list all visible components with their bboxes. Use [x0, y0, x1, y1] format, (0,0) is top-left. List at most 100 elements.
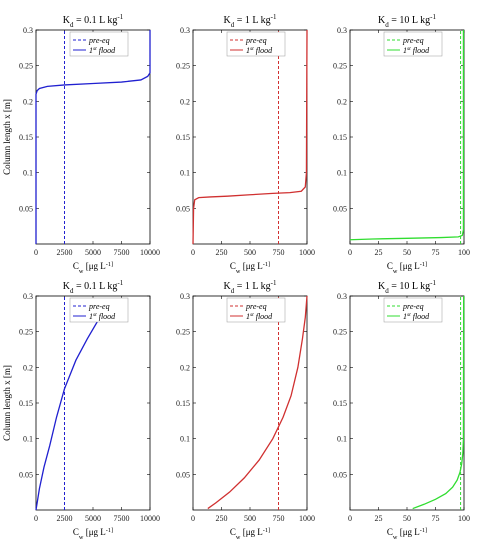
x-tick-label: 10000 [140, 248, 160, 257]
y-tick-label: 0.25 [19, 62, 33, 71]
legend-box [69, 297, 129, 323]
legend-box [226, 297, 286, 323]
axes-box [349, 295, 465, 511]
x-tick-label: 1000 [299, 514, 315, 523]
x-axis-label: Cw [μg L-1] [73, 261, 113, 275]
legend-label: 1st flood [89, 46, 116, 55]
legend-label: 1st flood [246, 46, 273, 55]
y-axis-label: Column length x [m] [2, 99, 12, 175]
y-tick-label: 0.15 [333, 399, 347, 408]
series-1st-flood [35, 299, 112, 511]
y-tick-label: 0.3 [337, 26, 347, 35]
y-tick-label: 0.05 [19, 470, 33, 479]
y-tick-label: 0.2 [337, 363, 347, 372]
x-tick-label: 0 [348, 248, 352, 257]
x-axis-label: Cw [μg L-1] [73, 527, 113, 541]
series-1st-flood [207, 295, 308, 510]
subplot-title: Kd = 1 L kg-1 [224, 13, 277, 29]
x-tick-label: 2500 [57, 514, 73, 523]
x-tick-label: 0 [191, 248, 195, 257]
x-tick-label: 5000 [85, 514, 101, 523]
y-tick-label: 0.25 [176, 328, 190, 337]
y-tick-label: 0.05 [333, 204, 347, 213]
legend-label: pre-eq [245, 36, 267, 45]
y-tick-label: 0.2 [180, 97, 190, 106]
x-tick-label: 0 [191, 514, 195, 523]
y-tick-label: 0.1 [180, 169, 190, 178]
series-1st-flood [349, 30, 465, 241]
x-tick-label: 75 [432, 514, 440, 523]
y-tick-label: 0.05 [176, 204, 190, 213]
x-tick-label: 25 [375, 248, 383, 257]
x-axis-label: Cw [μg L-1] [230, 527, 270, 541]
x-tick-label: 2500 [57, 248, 73, 257]
x-tick-label: 75 [432, 248, 440, 257]
y-tick-label: 0.25 [333, 62, 347, 71]
y-tick-label: 0.3 [180, 26, 190, 35]
y-tick-label: 0.15 [333, 133, 347, 142]
legend-box [226, 31, 286, 57]
axes-box [192, 29, 308, 245]
subplot-title: Kd = 0.1 L kg-1 [63, 13, 124, 29]
x-tick-label: 750 [273, 248, 285, 257]
x-tick-label: 250 [216, 514, 228, 523]
subplot-6: 0 25 50 75 100 0.05 0.1 0.15 0.2 0.25 0.3 Kd = 10 L… [333, 279, 470, 541]
x-tick-label: 25 [375, 514, 383, 523]
x-axis-label: Cw [μg L-1] [230, 261, 270, 275]
x-tick-label: 750 [273, 514, 285, 523]
legend-box [383, 31, 443, 57]
x-tick-label: 7500 [114, 514, 130, 523]
y-tick-label: 0.1 [23, 435, 33, 444]
y-tick-label: 0.25 [19, 328, 33, 337]
y-tick-label: 0.2 [180, 363, 190, 372]
legend-label: 1st flood [403, 46, 430, 55]
y-axis-label: Column length x [m] [2, 365, 12, 441]
y-tick-label: 0.15 [19, 133, 33, 142]
y-tick-label: 0.1 [337, 435, 347, 444]
legend-box [383, 297, 443, 323]
axes-box [192, 295, 308, 511]
x-tick-label: 100 [458, 248, 470, 257]
series-1st-flood [192, 29, 308, 245]
y-tick-label: 0.1 [180, 435, 190, 444]
y-tick-label: 0.15 [19, 399, 33, 408]
subplot-title: Kd = 10 L kg-1 [378, 13, 436, 29]
y-tick-label: 0.3 [180, 292, 190, 301]
y-tick-label: 0.3 [23, 292, 33, 301]
x-tick-label: 500 [244, 248, 256, 257]
subplot-title: Kd = 1 L kg-1 [224, 279, 277, 295]
subplot-title: Kd = 0.1 L kg-1 [63, 279, 124, 295]
legend-label: pre-eq [88, 302, 110, 311]
y-tick-label: 0.05 [176, 470, 190, 479]
axes-box [35, 29, 151, 245]
y-tick-label: 0.2 [23, 363, 33, 372]
x-tick-label: 50 [403, 514, 411, 523]
x-tick-label: 0 [34, 248, 38, 257]
subplot-1: 0 2500 5000 7500 10000 0.05 0.1 0.15 0.2 0.25 0.3 K… [2, 13, 160, 275]
x-tick-label: 250 [216, 248, 228, 257]
subplot-3: 0 25 50 75 100 0.05 0.1 0.15 0.2 0.25 0.3 Kd = 10 L… [333, 13, 470, 275]
y-tick-label: 0.1 [23, 169, 33, 178]
y-tick-label: 0.25 [333, 328, 347, 337]
y-tick-label: 0.3 [23, 26, 33, 35]
x-tick-label: 100 [458, 514, 470, 523]
y-tick-label: 0.05 [333, 470, 347, 479]
legend-label: 1st flood [403, 312, 430, 321]
y-tick-label: 0.05 [19, 204, 33, 213]
legend-label: pre-eq [245, 302, 267, 311]
x-axis-label: Cw [μg L-1] [387, 527, 427, 541]
y-tick-label: 0.3 [337, 292, 347, 301]
legend-box [69, 31, 129, 57]
y-tick-label: 0.15 [176, 399, 190, 408]
legend-label: pre-eq [402, 302, 424, 311]
x-tick-label: 0 [34, 514, 38, 523]
y-tick-label: 0.2 [337, 97, 347, 106]
series-1st-flood [412, 295, 465, 510]
legend-label: 1st flood [89, 312, 116, 321]
